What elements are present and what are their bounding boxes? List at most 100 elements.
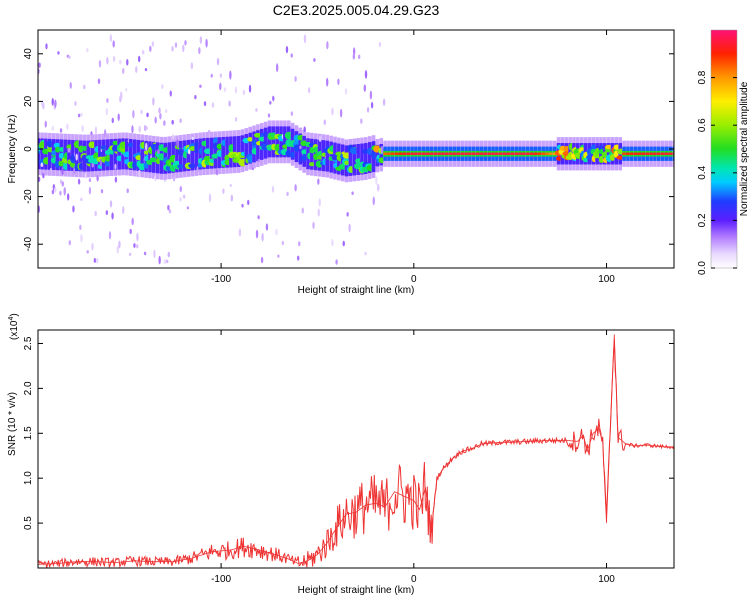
spectrogram-y-label: Frequency (Hz)	[7, 115, 18, 184]
spectrogram-noise	[248, 84, 252, 93]
spectrogram-noise	[116, 245, 119, 254]
spectrogram-noise	[106, 56, 109, 65]
spectrogram-cell	[194, 139, 199, 170]
spectrogram-cell	[653, 152, 657, 155]
spectrogram-x-tick-label: 0	[411, 274, 417, 285]
spectrogram-blob	[104, 155, 111, 162]
spectrogram-noise	[191, 136, 195, 141]
spectrogram-noise	[229, 183, 232, 187]
spectrogram-cell	[221, 136, 226, 168]
spectrogram-noise	[59, 190, 62, 196]
spectrogram-noise	[216, 57, 220, 66]
spectrogram-cell	[256, 130, 260, 162]
spectrogram-cell	[367, 142, 372, 174]
spectrogram-noise	[182, 44, 185, 53]
spectrogram-noise	[247, 199, 250, 206]
spectrogram-y-tick-label: 40	[23, 48, 34, 60]
spectrogram-noise	[176, 139, 179, 148]
spectrogram-noise	[228, 100, 231, 107]
spectrogram-noise	[167, 251, 170, 258]
spectrogram-noise	[83, 84, 86, 90]
snr-panel: 0.5 1.0 1.5 2.0 2.5 -100 0 100 Height of strai…	[7, 313, 675, 596]
spectrogram-noise	[303, 34, 307, 44]
snr-x-tick-label: 0	[411, 574, 417, 585]
spectrogram-noise	[108, 231, 112, 240]
spectrogram-noise	[290, 111, 294, 116]
spectrogram-noise	[161, 84, 164, 89]
spectrogram-noise	[184, 40, 187, 46]
spectrogram-noise	[171, 119, 174, 125]
spectrogram-noise	[126, 58, 129, 66]
spectrogram-noise	[77, 113, 81, 118]
spectrogram-noise	[222, 188, 225, 194]
spectrogram-noise	[114, 176, 118, 183]
spectrogram-noise	[208, 193, 212, 203]
spectrogram-noise	[59, 128, 63, 133]
spectrogram-noise	[326, 41, 329, 50]
spectrogram-noise	[344, 88, 348, 95]
spectrogram-blob	[609, 154, 616, 161]
spectrogram-noise	[158, 107, 161, 114]
colorbar-gradient	[710, 29, 738, 269]
spectrogram-noise	[294, 75, 297, 82]
spectrogram-noise	[346, 212, 349, 217]
spectrogram-cell	[259, 128, 264, 160]
spectrogram-noise	[169, 90, 172, 97]
spectrogram-noise	[378, 42, 382, 48]
spectrogram-noise	[54, 186, 57, 193]
spectrogram-noise	[166, 259, 169, 264]
spectrogram-cell	[491, 152, 495, 155]
spectrogram-noise	[38, 176, 41, 182]
spectrogram-noise	[135, 65, 138, 74]
spectrogram-cell	[387, 152, 391, 155]
spectrogram-noise	[261, 232, 264, 242]
spectrogram-noise	[298, 241, 301, 247]
spectrogram-cell	[47, 138, 52, 170]
spectrogram-cell	[529, 152, 534, 155]
spectrogram-noise	[325, 77, 329, 87]
spectrogram-noise	[230, 194, 234, 202]
spectrogram-noise	[312, 221, 315, 229]
spectrogram-cell	[55, 139, 60, 171]
spectrogram-noise	[377, 183, 380, 192]
spectrogram-blob	[188, 163, 197, 169]
spectrogram-cell	[660, 152, 665, 155]
spectrogram-noise	[331, 238, 334, 247]
spectrogram-cell	[167, 142, 172, 174]
spectrogram-cell	[425, 152, 430, 155]
spectrogram-noise	[260, 256, 264, 264]
spectrogram-noise	[168, 209, 172, 214]
snr-y-tick-label: 2.0	[23, 381, 34, 395]
spectrogram-noise	[323, 119, 326, 126]
spectrogram-noise	[140, 109, 143, 115]
spectrogram-cell	[352, 144, 357, 176]
spectrogram-noise	[74, 101, 77, 106]
spectrogram-noise	[81, 125, 84, 133]
spectrogram-noise	[158, 255, 161, 265]
spectrogram-noise	[38, 205, 41, 214]
spectrogram-blob	[149, 157, 158, 163]
spectrogram-blob	[350, 147, 359, 155]
spectrogram-cell	[379, 144, 384, 166]
spectrogram-cell	[148, 141, 152, 173]
spectrogram-noise	[337, 78, 340, 85]
spectrogram-noise	[61, 166, 64, 176]
spectrogram-cell	[452, 152, 457, 155]
spectrogram-noise	[118, 240, 121, 249]
spectrogram-noise	[286, 191, 289, 196]
spectrogram-noise	[72, 205, 75, 213]
spectrogram-cell	[645, 152, 650, 155]
spectrogram-noise	[272, 95, 275, 102]
spectrogram-y-tick-label: 20	[23, 95, 34, 107]
spectrogram-noise	[351, 191, 354, 195]
spectrogram-cell	[533, 152, 538, 155]
spectrogram-blob	[316, 155, 324, 160]
spectrogram-blob	[301, 153, 308, 162]
spectrogram-cell	[414, 152, 418, 155]
snr-x-label: Height of straight line (km)	[298, 585, 415, 596]
spectrogram-cell	[267, 126, 272, 158]
spectrogram-cell	[202, 138, 206, 170]
spectrogram-noise	[68, 55, 71, 59]
spectrogram-noise	[265, 223, 269, 231]
spectrogram-noise	[136, 244, 139, 249]
